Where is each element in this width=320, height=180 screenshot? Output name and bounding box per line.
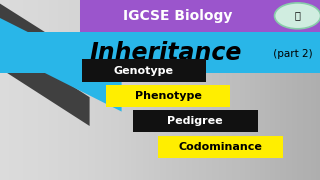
Bar <box>133 110 258 132</box>
Text: Inheritance: Inheritance <box>90 41 242 65</box>
Bar <box>0 31 320 73</box>
Text: Codominance: Codominance <box>179 142 263 152</box>
Bar <box>82 59 206 82</box>
Circle shape <box>275 3 320 29</box>
Text: Genotype: Genotype <box>114 66 174 76</box>
Bar <box>80 0 320 31</box>
Text: IGCSE Biology: IGCSE Biology <box>123 9 232 23</box>
Bar <box>158 136 283 158</box>
Text: 🌿: 🌿 <box>295 10 300 20</box>
Text: Phenotype: Phenotype <box>135 91 201 101</box>
Text: (part 2): (part 2) <box>270 49 313 59</box>
Polygon shape <box>0 18 122 112</box>
Polygon shape <box>0 4 102 97</box>
Polygon shape <box>0 40 90 126</box>
Text: Pedigree: Pedigree <box>167 116 223 126</box>
Bar <box>106 85 230 107</box>
